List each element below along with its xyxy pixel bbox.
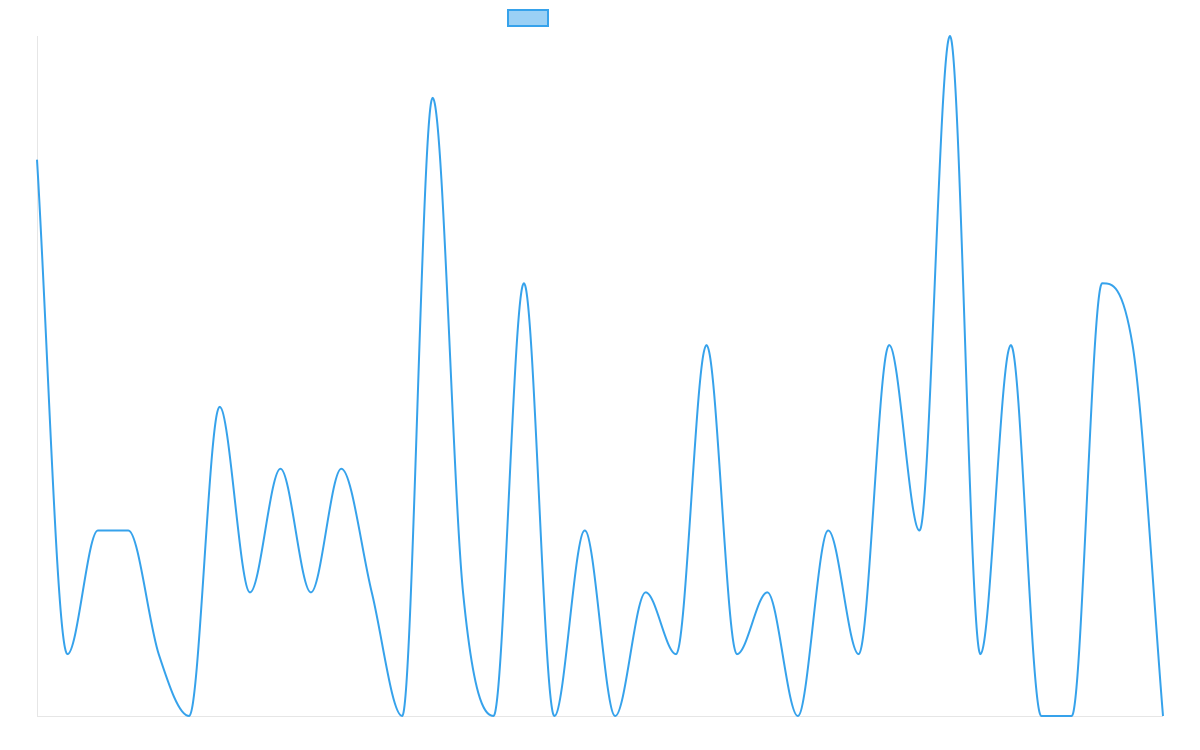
data-point[interactable] <box>186 713 192 719</box>
data-point[interactable] <box>1038 713 1044 719</box>
data-point[interactable] <box>156 651 162 657</box>
data-point[interactable] <box>217 404 223 410</box>
data-point[interactable] <box>399 713 405 719</box>
data-point[interactable] <box>1160 713 1166 719</box>
series-layer <box>34 33 1166 719</box>
data-point[interactable] <box>125 528 131 534</box>
legend-swatch[interactable] <box>507 9 549 27</box>
data-point[interactable] <box>917 528 923 534</box>
data-point[interactable] <box>1008 342 1014 348</box>
axes <box>37 36 1163 717</box>
data-point[interactable] <box>1069 713 1075 719</box>
data-point[interactable] <box>308 589 314 595</box>
series-line <box>36 35 1164 717</box>
data-point[interactable] <box>551 713 557 719</box>
data-point[interactable] <box>856 651 862 657</box>
data-point[interactable] <box>947 33 953 39</box>
data-point[interactable] <box>1130 342 1136 348</box>
data-point[interactable] <box>95 528 101 534</box>
data-point[interactable] <box>764 589 770 595</box>
data-point[interactable] <box>582 528 588 534</box>
data-point[interactable] <box>64 651 70 657</box>
data-point[interactable] <box>1099 280 1105 286</box>
data-point[interactable] <box>673 651 679 657</box>
data-point[interactable] <box>795 713 801 719</box>
data-point[interactable] <box>338 466 344 472</box>
data-point[interactable] <box>490 713 496 719</box>
data-point[interactable] <box>277 466 283 472</box>
data-point[interactable] <box>612 713 618 719</box>
data-point[interactable] <box>734 651 740 657</box>
data-point[interactable] <box>460 589 466 595</box>
data-point[interactable] <box>430 95 436 101</box>
legend <box>507 9 549 27</box>
data-point[interactable] <box>521 280 527 286</box>
data-point[interactable] <box>247 589 253 595</box>
data-point[interactable] <box>704 342 710 348</box>
data-point[interactable] <box>34 157 40 163</box>
data-point[interactable] <box>643 589 649 595</box>
data-point[interactable] <box>977 651 983 657</box>
data-point[interactable] <box>825 528 831 534</box>
data-point[interactable] <box>369 589 375 595</box>
data-point[interactable] <box>886 342 892 348</box>
